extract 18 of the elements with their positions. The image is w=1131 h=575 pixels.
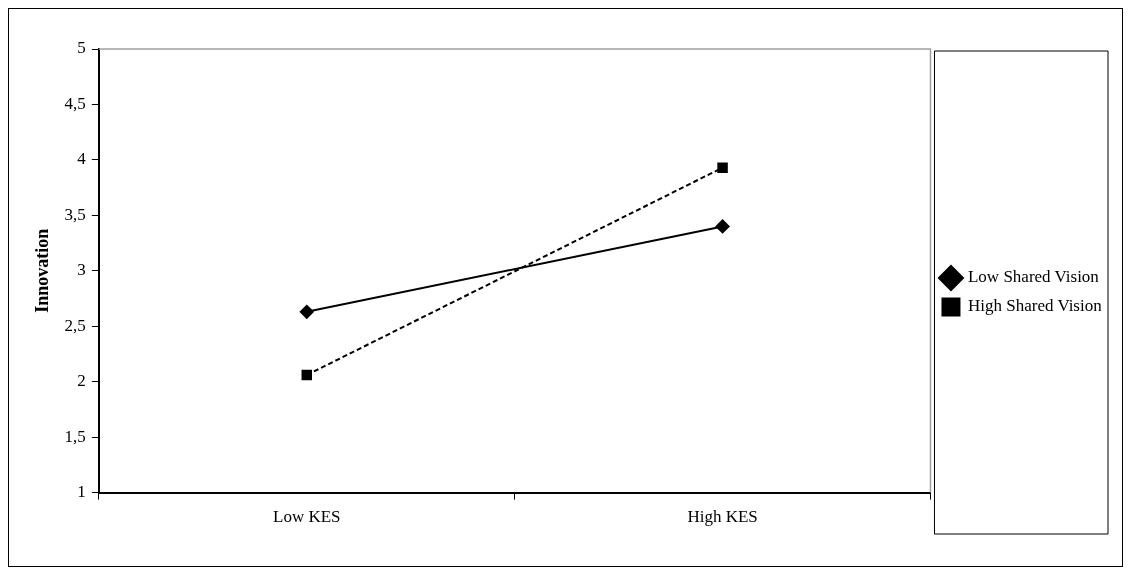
- y-tick-label: 2: [77, 371, 86, 391]
- point: [715, 219, 730, 234]
- point: [717, 162, 728, 173]
- x-tick-label: Low KES: [272, 507, 341, 527]
- legend-label: High Shared Vision: [967, 296, 1103, 316]
- y-tick-label: 3,5: [64, 204, 86, 224]
- point: [299, 304, 314, 319]
- y-tick-label: 4,5: [64, 93, 86, 113]
- y-tick-label: 1,5: [64, 426, 86, 446]
- y-tick-label: 2,5: [64, 315, 86, 335]
- point: [301, 369, 312, 381]
- y-tick-label: 1: [77, 482, 86, 502]
- legend-label: Low Shared Vision: [967, 267, 1100, 287]
- y-tick-label: 3: [77, 260, 86, 280]
- y-axis-title: Innovation: [32, 228, 53, 313]
- y-tick-label: 4: [77, 149, 87, 169]
- x-tick-label: High KES: [687, 507, 758, 527]
- y-tick-label: 5: [77, 38, 86, 58]
